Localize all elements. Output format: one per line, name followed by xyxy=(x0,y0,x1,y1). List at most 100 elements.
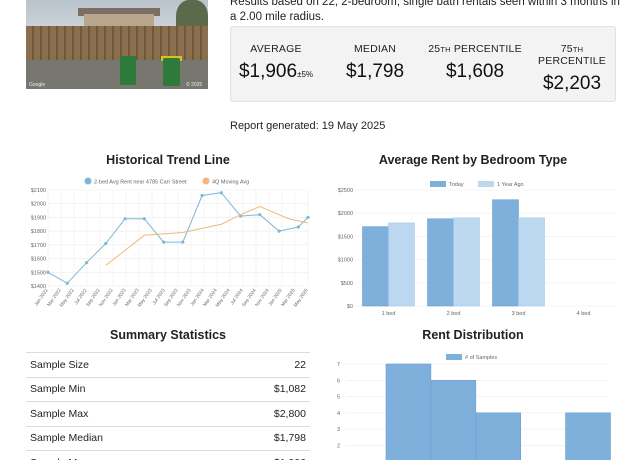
summary-row-value: 22 xyxy=(215,352,310,377)
data-point xyxy=(306,215,310,220)
x-tick-label: 2 bed xyxy=(447,311,461,317)
report-generated-date: Report generated: 19 May 2025 xyxy=(230,120,386,132)
summary-row-label: Sample Max xyxy=(26,401,216,426)
histogram-bar xyxy=(565,412,611,460)
trash-bin-icon xyxy=(163,58,180,86)
summary-row: Sample Median $1,798 xyxy=(26,425,310,451)
y-tick-label: 7 xyxy=(337,362,340,368)
histogram-bar xyxy=(430,379,477,460)
stat-75th-label-sup: TH xyxy=(572,45,584,54)
stat-25th-value: $1,608 xyxy=(445,61,505,82)
histogram-bar xyxy=(475,412,521,460)
stat-average-margin: ±5% xyxy=(297,70,314,79)
legend-label: 1 Year Ago xyxy=(497,182,524,188)
bar xyxy=(492,199,519,307)
summary-row-label: Sample Median xyxy=(26,425,216,451)
trend-chart-title: Historical Trend Line xyxy=(106,153,230,167)
stat-75th-label-num: 75 xyxy=(560,43,573,55)
legend-swatch xyxy=(478,181,494,187)
x-tick-label: 1 bed xyxy=(382,311,396,317)
y-tick-label: $2500 xyxy=(338,188,353,194)
legend-label: # of Samples xyxy=(465,355,497,361)
legend-label: Today xyxy=(449,182,464,188)
stat-average-amount: $1,906 xyxy=(238,61,298,82)
summary-row: Sample Mean$1,906 xyxy=(26,450,310,460)
rent-stats-box: AVERAGE $1,906±5% MEDIAN $1,798 25TH PER… xyxy=(230,26,616,102)
data-point xyxy=(123,217,127,221)
stat-average-label: AVERAGE xyxy=(250,43,302,55)
legend-swatch xyxy=(84,177,92,185)
data-point xyxy=(296,225,300,229)
y-tick-label: $0 xyxy=(347,304,353,310)
y-tick-label: $1800 xyxy=(31,229,46,235)
y-tick-label: 2 xyxy=(337,443,340,449)
rent-distribution-chart: # of Samples 2 3 4 5 6 7 xyxy=(337,354,611,460)
data-point xyxy=(181,240,185,244)
y-tick-label: 6 xyxy=(337,378,340,384)
y-tick-label: $1000 xyxy=(338,258,353,264)
bar xyxy=(453,217,480,307)
summary-row: Sample Size 22 xyxy=(26,352,310,377)
legend-swatch xyxy=(202,177,210,185)
photo-fence xyxy=(26,26,208,60)
legend-swatch xyxy=(430,181,446,187)
photo-credit-left: Google xyxy=(29,82,46,88)
y-tick-label: 5 xyxy=(337,395,340,401)
stat-25th-label-sup: TH xyxy=(440,45,451,54)
histogram-bar xyxy=(385,363,432,460)
x-tick-label: 4 bed xyxy=(577,311,591,317)
moving-avg-line xyxy=(105,205,309,266)
y-tick-label: $1900 xyxy=(31,215,46,221)
photo-credit-right: © 2025 xyxy=(186,82,203,88)
stat-25th-percentile: 25TH PERCENTILE $1,608 xyxy=(427,43,523,83)
y-tick-label: $1500 xyxy=(31,270,46,276)
summary-row-value: $2,800 xyxy=(215,401,310,426)
stat-median-value: $1,798 xyxy=(345,61,405,82)
y-tick-label: $2000 xyxy=(31,202,46,208)
distribution-chart-title: Rent Distribution xyxy=(422,328,524,342)
photo-driveway xyxy=(26,60,208,89)
bar xyxy=(388,222,415,307)
bedroom-chart-title: Average Rent by Bedroom Type xyxy=(378,153,568,167)
stat-average-value: $1,906±5% xyxy=(235,61,317,83)
y-tick-label: $2100 xyxy=(31,188,46,194)
summary-stats-title: Summary Statistics xyxy=(109,328,227,342)
y-tick-label: $1400 xyxy=(31,284,46,290)
photo-roof xyxy=(78,8,160,16)
y-tick-label: $500 xyxy=(341,281,353,287)
data-point xyxy=(219,191,223,195)
stat-median-label: MEDIAN xyxy=(353,43,397,55)
summary-row-label: Sample Min xyxy=(26,376,216,402)
summary-row-value: $1,798 xyxy=(215,425,310,451)
bedroom-rent-chart: Today 1 Year Ago $0 $500 $1000 $1500 $2000 $250… xyxy=(338,181,616,317)
summary-row-label: Sample Mean xyxy=(26,450,216,460)
stat-median: MEDIAN $1,798 xyxy=(331,43,419,83)
stat-average: AVERAGE $1,906±5% xyxy=(235,43,317,83)
bar xyxy=(362,226,389,307)
bar xyxy=(427,218,454,307)
y-tick-label: $1600 xyxy=(31,257,46,263)
legend-label: 2-bed Avg Rent near 4785 Carr Street xyxy=(94,180,187,186)
trash-bin-icon xyxy=(120,56,136,85)
summary-row-value: $1,906 xyxy=(215,450,310,460)
summary-stats-table: Sample Size 22 Sample Min $1,082 Sample Max $… xyxy=(26,352,310,460)
stat-25th-label-rest: PERCENTILE xyxy=(450,43,522,55)
y-tick-label: 3 xyxy=(337,427,340,433)
y-tick-label: $1500 xyxy=(338,234,353,240)
stat-75th-label-rest: PERCENTILE xyxy=(538,55,606,67)
y-tick-label: $1700 xyxy=(31,243,46,249)
intro-text: Results based on 22, 2-bedroom, single b… xyxy=(230,0,620,23)
data-point xyxy=(142,217,146,221)
legend-label: 4Q Moving Avg xyxy=(212,180,249,186)
data-point xyxy=(104,241,108,246)
data-point xyxy=(65,281,69,285)
y-tick-label: $2000 xyxy=(338,211,353,217)
stat-75th-percentile: 75TH PERCENTILE $2,203 xyxy=(527,43,617,95)
bar xyxy=(518,217,545,307)
y-tick-label: 4 xyxy=(337,411,340,417)
stat-25th-label-num: 25 xyxy=(428,43,441,55)
summary-row: Sample Max $2,800 xyxy=(26,401,310,426)
data-point xyxy=(258,213,262,217)
summary-row: Sample Min $1,082 xyxy=(26,376,310,402)
stat-75th-value: $2,203 xyxy=(542,73,602,94)
